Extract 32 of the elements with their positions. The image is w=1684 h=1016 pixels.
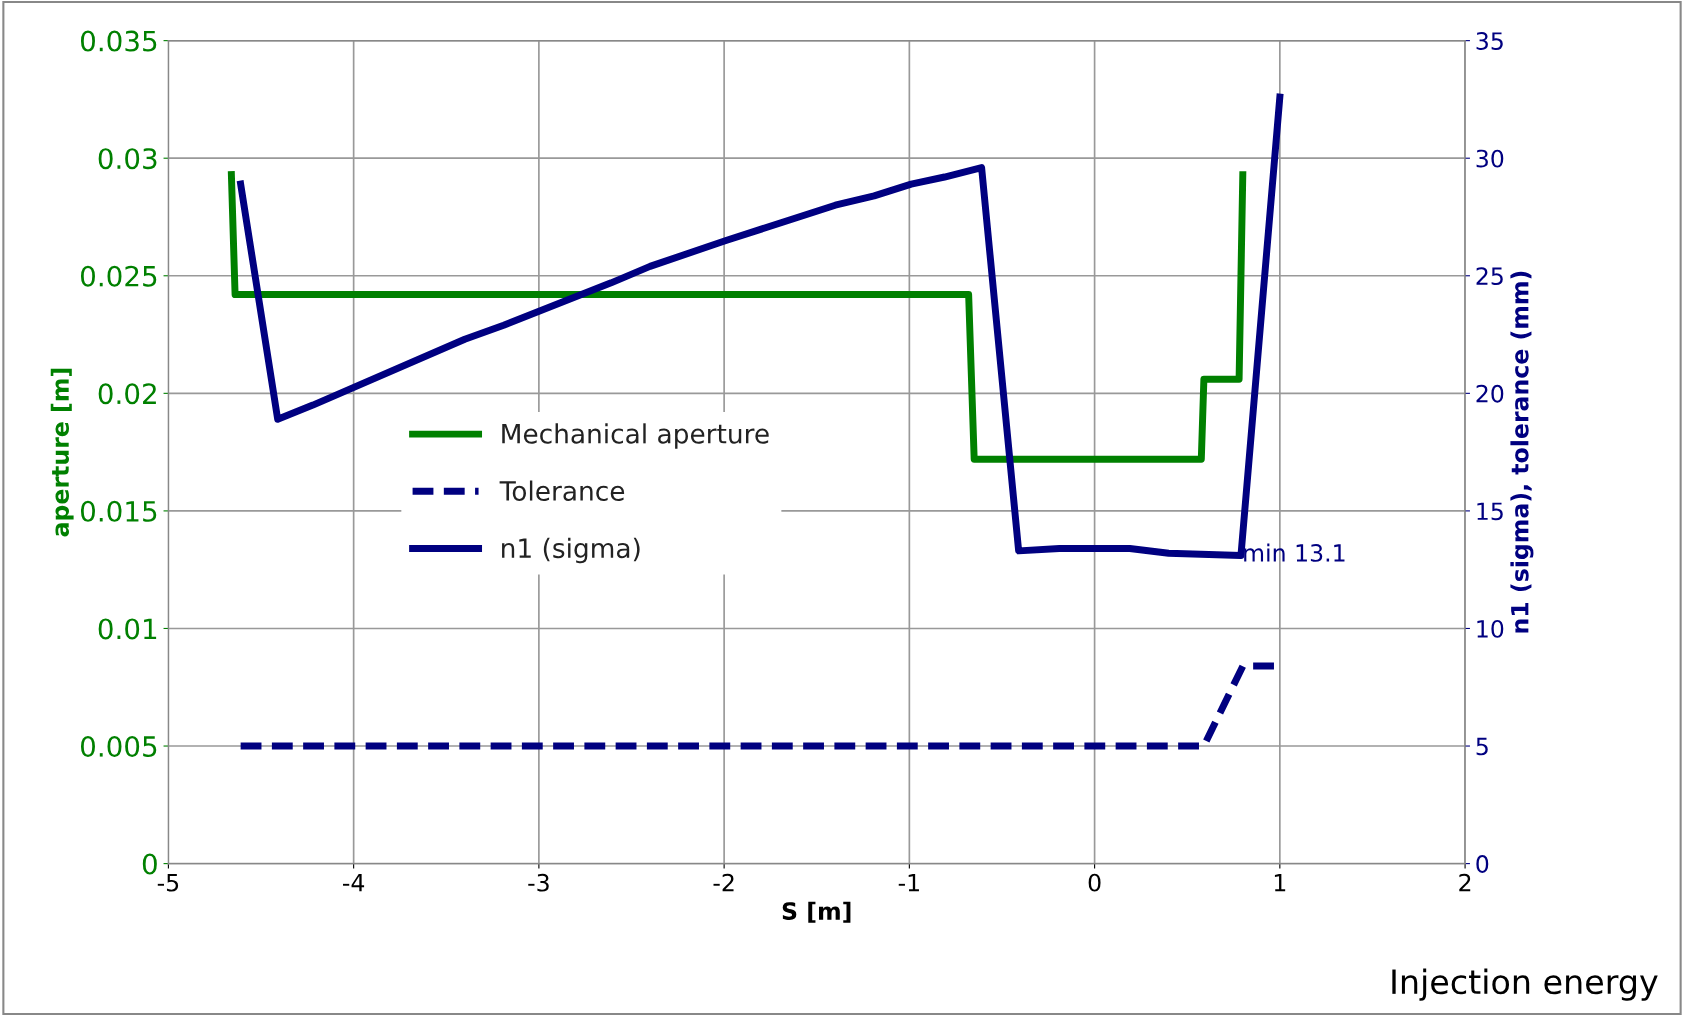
y2-tick-label: 10 xyxy=(1477,619,1504,638)
annotation: min 13.1 xyxy=(1244,543,1345,562)
y2-axis-title: n1 (sigma), tolerance (mm) xyxy=(1510,271,1534,633)
y-tick-label: 0.015 xyxy=(80,500,157,522)
y-tick-label: 0.005 xyxy=(80,735,157,757)
x-tick-label: 0 xyxy=(1088,873,1101,892)
x-tick-label: -2 xyxy=(713,873,734,892)
x-tick-label: -3 xyxy=(528,873,549,892)
y2-tick-label: 5 xyxy=(1476,737,1488,756)
y-tick-label: 0.01 xyxy=(98,618,157,640)
y-tick-label: 0.03 xyxy=(98,148,157,170)
text: Injection energy xyxy=(1392,968,1658,1001)
y2-tick-label: 35 xyxy=(1476,32,1503,50)
y-tick-label: 0.025 xyxy=(80,265,157,287)
y-tick-label: 0 xyxy=(142,853,157,875)
y2-tick-label: 15 xyxy=(1477,502,1503,521)
legend-label: Tolerance xyxy=(499,480,625,501)
y2-tick-label: 20 xyxy=(1476,384,1504,403)
x-tick-label: 1 xyxy=(1274,874,1286,892)
x-tick-label: -4 xyxy=(343,874,365,892)
legend-label: Mechanical aperture xyxy=(502,423,769,449)
y-tick-label: 0.035 xyxy=(80,30,157,52)
y2-tick-label: 25 xyxy=(1476,267,1503,286)
x-tick-label: -5 xyxy=(157,874,179,892)
y-axis-title: aperture [m] xyxy=(50,368,74,537)
y2-tick-label: 30 xyxy=(1476,149,1504,168)
x-tick-label: -1 xyxy=(898,874,919,892)
x-tick-label: 2 xyxy=(1459,873,1471,892)
y2-tick-label: 0 xyxy=(1476,855,1489,873)
x-axis-title: S [m] xyxy=(782,901,851,923)
legend-label: n1 (sigma) xyxy=(502,537,640,564)
y-tick-label: 0.02 xyxy=(98,383,156,405)
